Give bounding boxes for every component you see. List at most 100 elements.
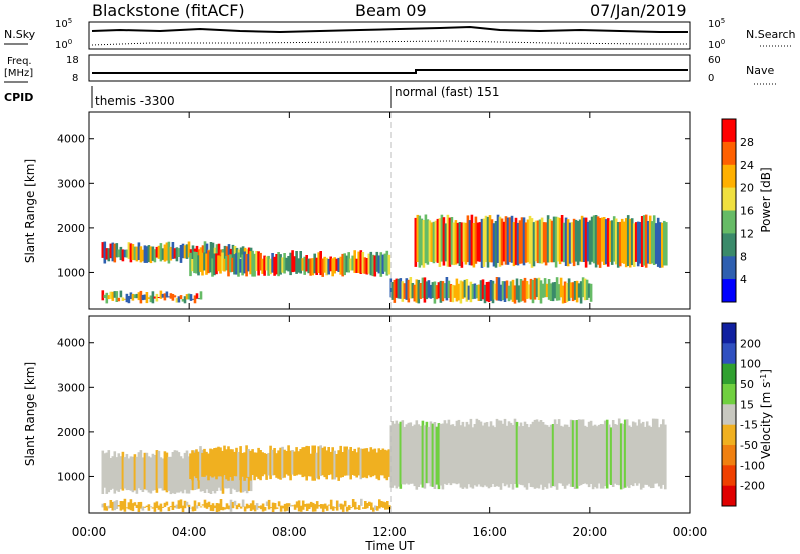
rti-cell — [460, 222, 464, 268]
rti-cell — [299, 505, 303, 512]
rti-cell — [111, 501, 115, 511]
y-tick-label: 3000 — [57, 381, 85, 394]
rti-cell — [327, 258, 330, 275]
rti-cell — [137, 242, 141, 260]
rti-cell — [429, 284, 433, 299]
rti-cell — [187, 456, 191, 494]
rti-cell — [141, 506, 145, 511]
rti-cell — [317, 446, 320, 480]
rti-cell — [113, 501, 117, 511]
rti-cell — [225, 246, 229, 260]
rti-cell — [267, 499, 271, 510]
rti-cell — [147, 297, 151, 299]
rti-cell — [439, 424, 443, 486]
rti-cell — [173, 450, 177, 494]
rti-cell — [177, 452, 181, 493]
rti-cell — [167, 507, 171, 512]
rti-cell — [457, 419, 461, 484]
rti-cell — [527, 427, 531, 484]
rti-cell — [422, 220, 426, 268]
rti-cell — [505, 425, 509, 485]
rti-cell — [169, 506, 173, 508]
rti-cell — [285, 503, 289, 511]
rti-cell — [380, 501, 383, 508]
rti-cell — [115, 243, 119, 258]
rti-cell — [185, 501, 189, 506]
rti-cell — [213, 253, 216, 276]
rti-cell — [498, 216, 502, 267]
rti-cell — [522, 217, 526, 266]
rti-cell — [179, 245, 183, 263]
rti-cell — [541, 422, 545, 490]
rti-cell — [237, 252, 240, 277]
rti-cell — [167, 241, 171, 264]
rti-cell — [325, 257, 328, 276]
rti-cell — [385, 450, 389, 481]
rti-cell — [610, 220, 614, 265]
rti-cell — [575, 420, 579, 489]
rti-cell — [253, 253, 256, 277]
rti-cell — [631, 421, 635, 487]
rti-cell — [203, 241, 207, 263]
rti-cell — [535, 419, 539, 488]
rti-cell — [197, 451, 200, 481]
rti-cell — [509, 281, 513, 300]
noise-left-tick-bottom: 100 — [55, 38, 72, 51]
rti-cell — [151, 507, 155, 509]
rti-cell — [287, 256, 290, 272]
rti-cell — [347, 505, 351, 510]
rti-cell — [117, 249, 121, 258]
rti-cell — [139, 501, 143, 509]
rti-cell — [345, 446, 348, 476]
rti-cell — [283, 253, 286, 274]
rti-cell — [659, 424, 663, 489]
rti-cell — [442, 217, 446, 266]
rti-cell — [391, 421, 395, 488]
rti-cell — [497, 420, 501, 487]
rti-cell — [153, 249, 157, 263]
rti-cell — [627, 425, 631, 488]
rti-cell — [510, 215, 514, 263]
rti-cell — [662, 419, 665, 485]
rti-cell — [175, 450, 179, 493]
rti-cell — [566, 219, 570, 267]
rti-cell — [513, 285, 517, 304]
rti-cell — [445, 423, 449, 485]
rti-cell — [537, 277, 541, 300]
noise-right-tick-top: 105 — [708, 17, 725, 30]
rti-cell — [173, 505, 177, 508]
rti-cell — [219, 256, 222, 274]
rti-cell — [267, 453, 270, 476]
rti-cell — [197, 502, 201, 506]
freq-tick-bottom: 8 — [72, 73, 78, 84]
rti-cell — [373, 448, 377, 476]
rti-cell — [504, 216, 508, 265]
x-tick-label: 12:00 — [372, 525, 407, 539]
rti-cell — [467, 424, 471, 485]
rti-cell — [457, 283, 461, 301]
rti-cell — [295, 447, 298, 476]
rti-cell — [568, 222, 572, 264]
rti-cell — [197, 255, 200, 276]
rti-cell — [223, 245, 227, 260]
rti-cell — [484, 215, 488, 263]
rti-cell — [109, 500, 113, 508]
rti-cell — [421, 420, 425, 488]
rti-cell — [578, 219, 582, 262]
rti-cell — [525, 424, 529, 490]
rti-cell — [432, 221, 436, 264]
rti-cell — [311, 445, 314, 481]
velocity-colorbar-label: Velocity [m s-1] — [759, 369, 774, 459]
rti-cell — [101, 242, 105, 258]
rti-cell — [589, 420, 593, 484]
rti-cell — [639, 423, 643, 490]
rti-cell — [368, 501, 371, 506]
rti-cell — [145, 246, 149, 263]
rti-cell — [103, 241, 107, 264]
rti-cell — [661, 222, 664, 268]
rti-cell — [339, 503, 343, 510]
rti-cell — [281, 505, 285, 509]
rti-cell — [475, 418, 479, 487]
rti-cell — [593, 424, 597, 488]
rti-cell — [331, 506, 335, 511]
